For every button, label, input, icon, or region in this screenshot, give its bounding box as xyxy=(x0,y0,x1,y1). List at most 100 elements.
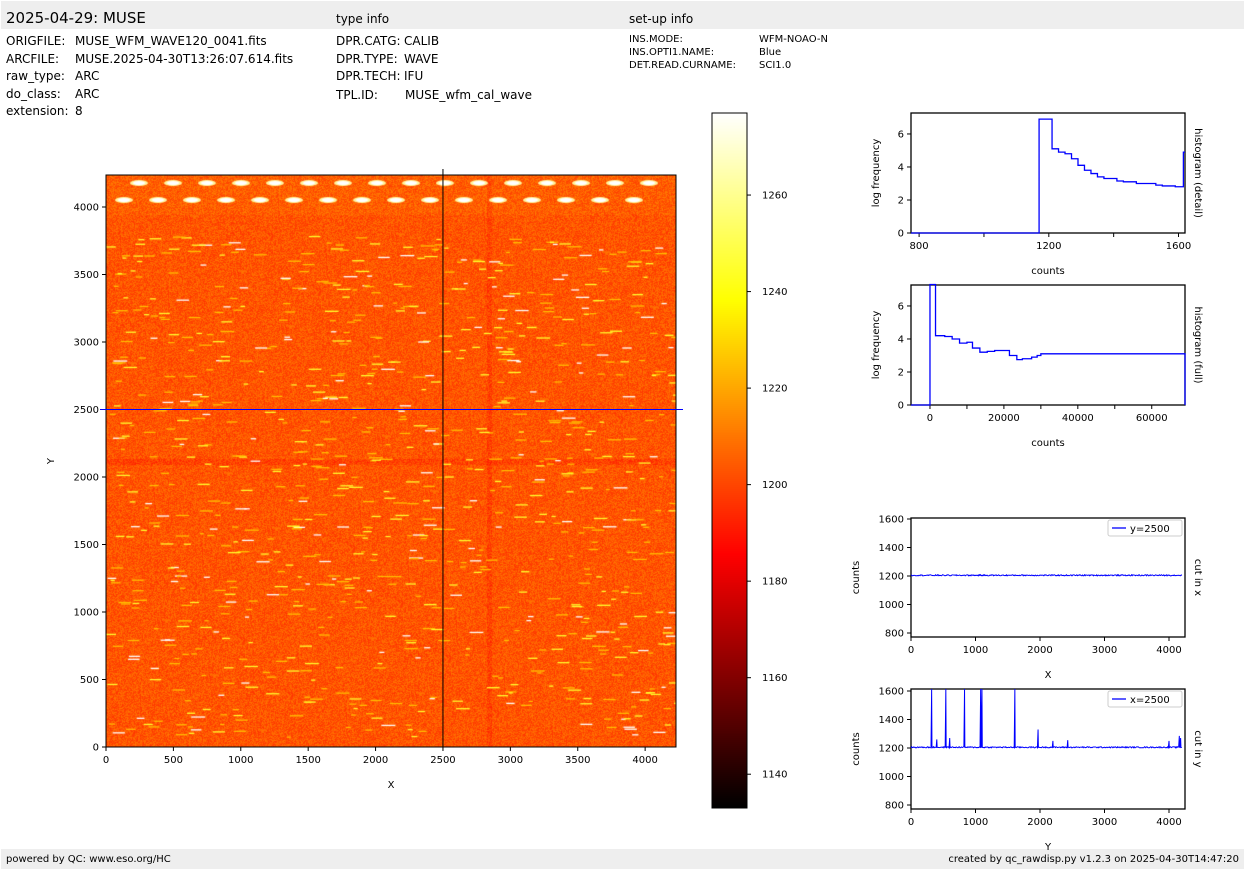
cut-x-legend xyxy=(1107,519,1183,537)
file-info-key: raw_type: xyxy=(6,69,65,83)
hist-full-ytick-label: 6 xyxy=(898,301,904,312)
header-band xyxy=(1,1,1244,29)
cut-x-ytick-label: 1600 xyxy=(879,514,904,525)
image-ytick-label: 4000 xyxy=(74,202,99,213)
cut-x-xtick-label: 4000 xyxy=(1156,645,1181,656)
cut-x-legend-label: y=2500 xyxy=(1130,524,1170,535)
colorbar-tick-label: 1260 xyxy=(762,191,787,202)
footer-created: created by qc_rawdisp.py v1.2.3 on 2025-… xyxy=(948,854,1239,865)
hist-full-ytick-label: 2 xyxy=(898,367,904,378)
cut-y-legend-label: x=2500 xyxy=(1130,695,1170,706)
hist-full-xtick-label: 0 xyxy=(927,413,933,424)
hist-full-ytick-label: 4 xyxy=(898,334,904,345)
cut-x-xtick-label: 1000 xyxy=(963,645,988,656)
hist-detail-xtick-label: 800 xyxy=(910,241,929,252)
hist-detail-frame xyxy=(910,112,1186,234)
image-xtick-label: 500 xyxy=(164,755,183,766)
cut-y-xlabel: Y xyxy=(1044,842,1052,853)
type-info-key: TPL.ID: xyxy=(336,87,378,102)
file-info-key: do_class: xyxy=(6,86,61,101)
hist-full-xtick-label: 60000 xyxy=(1136,413,1168,424)
file-info-value: 8 xyxy=(75,104,83,118)
image-xtick-label: 1500 xyxy=(295,755,320,766)
cut-y-ytick-label: 800 xyxy=(885,801,904,812)
colorbar-tick-label: 1140 xyxy=(762,770,787,781)
hist-detail-side-label: histogram (detail) xyxy=(1192,128,1203,218)
hist-full-series xyxy=(911,283,1186,406)
hist-detail-ytick-label: 0 xyxy=(898,229,904,240)
cut-y-xtick-label: 0 xyxy=(908,817,914,828)
hist-full-ytick-label: 0 xyxy=(898,401,904,412)
type-info-key: DPR.TYPE: xyxy=(336,51,398,66)
page-title: 2025-04-29: MUSE xyxy=(6,9,146,27)
colorbar-tick-label: 1220 xyxy=(762,384,787,395)
type-info-key: DPR.CATG: xyxy=(336,34,401,48)
cut-x-ylabel: counts xyxy=(851,561,862,594)
hist-detail-ylabel: log frequency xyxy=(871,139,882,208)
colorbar-tick-label: 1180 xyxy=(762,577,787,588)
cut-y-ytick-label: 1600 xyxy=(879,686,904,697)
type-info-key: DPR.TECH: xyxy=(336,69,401,83)
setup-info-key: INS.MODE: xyxy=(629,34,683,45)
hist-detail-xtick-label: 1200 xyxy=(1036,241,1061,252)
type-info-heading: type info xyxy=(336,12,390,26)
cut-y-xtick-label: 3000 xyxy=(1092,817,1117,828)
raw-image[interactable] xyxy=(106,175,676,747)
image-xtick-label: 4000 xyxy=(632,755,657,766)
image-ytick-label: 1500 xyxy=(74,540,99,551)
cut-y-ytick-label: 1200 xyxy=(879,744,904,755)
image-xtick-label: 3500 xyxy=(565,755,590,766)
image-ylabel: Y xyxy=(46,457,57,465)
cut-x-ytick-label: 1000 xyxy=(879,600,904,611)
file-info-key: ARCFILE: xyxy=(6,51,60,66)
hist-detail-ytick-label: 4 xyxy=(898,162,904,173)
colorbar-frame xyxy=(711,112,748,809)
file-info-value: ARC xyxy=(75,86,100,101)
footer-credit: powered by QC: www.eso.org/HC xyxy=(6,854,171,865)
setup-info-value: WFM-NOAO-N xyxy=(759,34,828,45)
cut-y-series xyxy=(910,688,1183,750)
cut-x-series xyxy=(910,573,1183,577)
file-info-value: ARC xyxy=(75,69,100,83)
image-ytick-label: 500 xyxy=(80,675,99,686)
image-frame xyxy=(105,174,677,748)
type-info-value: WAVE xyxy=(404,51,439,66)
cut-x-ytick-label: 1200 xyxy=(879,572,904,583)
hist-detail-series xyxy=(911,118,1185,234)
colorbar xyxy=(712,113,747,808)
hist-detail-xtick-label: 1600 xyxy=(1166,241,1191,252)
setup-info-heading: set-up info xyxy=(629,12,694,26)
footer-band xyxy=(1,849,1244,869)
type-info-value: CALIB xyxy=(404,34,440,48)
file-info-value: MUSE.2025-04-30T13:26:07.614.fits xyxy=(75,51,294,66)
hist-full-frame xyxy=(910,284,1186,406)
cut-y-xtick-label: 1000 xyxy=(963,817,988,828)
cut-x-xtick-label: 3000 xyxy=(1092,645,1117,656)
setup-info-value: Blue xyxy=(759,47,782,58)
cut-y-ytick-label: 1000 xyxy=(879,772,904,783)
image-ytick-label: 1000 xyxy=(74,607,99,618)
cut-x-side-label: cut in x xyxy=(1192,559,1203,596)
cut-x-ytick-label: 800 xyxy=(885,629,904,640)
hist-full-xtick-label: 20000 xyxy=(988,413,1020,424)
cut-y-legend xyxy=(1107,690,1183,708)
file-info-value: MUSE_WFM_WAVE120_0041.fits xyxy=(75,34,267,48)
cut-y-frame xyxy=(910,688,1186,810)
colorbar-tick-label: 1200 xyxy=(762,480,787,491)
hist-full-xtick-label: 40000 xyxy=(1062,413,1094,424)
colorbar-tick-label: 1160 xyxy=(762,673,787,684)
cut-y-ylabel: counts xyxy=(851,732,862,765)
cut-x-ytick-label: 1400 xyxy=(879,543,904,554)
image-ytick-label: 2500 xyxy=(74,405,99,416)
cut-x-frame xyxy=(910,517,1186,638)
hist-full-ylabel: log frequency xyxy=(871,311,882,380)
image-xtick-label: 2000 xyxy=(363,755,388,766)
hist-detail-ytick-label: 6 xyxy=(898,129,904,140)
image-xtick-label: 3000 xyxy=(498,755,523,766)
cut-x-xtick-label: 2000 xyxy=(1027,645,1052,656)
hist-full-side-label: histogram (full) xyxy=(1192,306,1203,383)
hist-detail-ytick-label: 2 xyxy=(898,195,904,206)
file-info-key: ORIGFILE: xyxy=(6,34,66,48)
cut-x-xlabel: X xyxy=(1045,670,1052,681)
